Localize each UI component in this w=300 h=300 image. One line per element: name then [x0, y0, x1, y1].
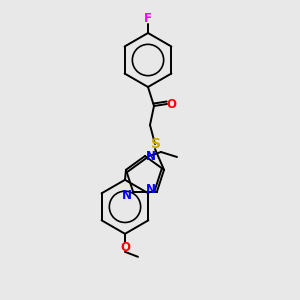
Text: N: N [146, 183, 156, 196]
Text: N: N [146, 149, 156, 163]
Text: F: F [144, 11, 152, 25]
Text: O: O [120, 241, 130, 254]
Text: S: S [151, 137, 161, 151]
Text: O: O [166, 98, 176, 110]
Text: N: N [122, 189, 132, 202]
